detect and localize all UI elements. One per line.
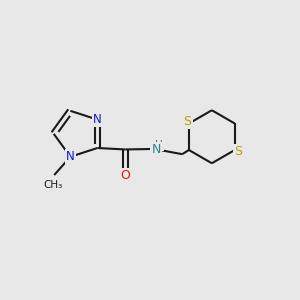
Text: S: S xyxy=(183,115,191,128)
Text: N: N xyxy=(93,113,102,126)
Text: O: O xyxy=(120,169,130,182)
Text: N: N xyxy=(66,150,75,163)
Text: S: S xyxy=(234,145,242,158)
Text: H: H xyxy=(155,140,163,150)
Text: CH₃: CH₃ xyxy=(43,180,62,190)
Text: N: N xyxy=(152,143,161,156)
